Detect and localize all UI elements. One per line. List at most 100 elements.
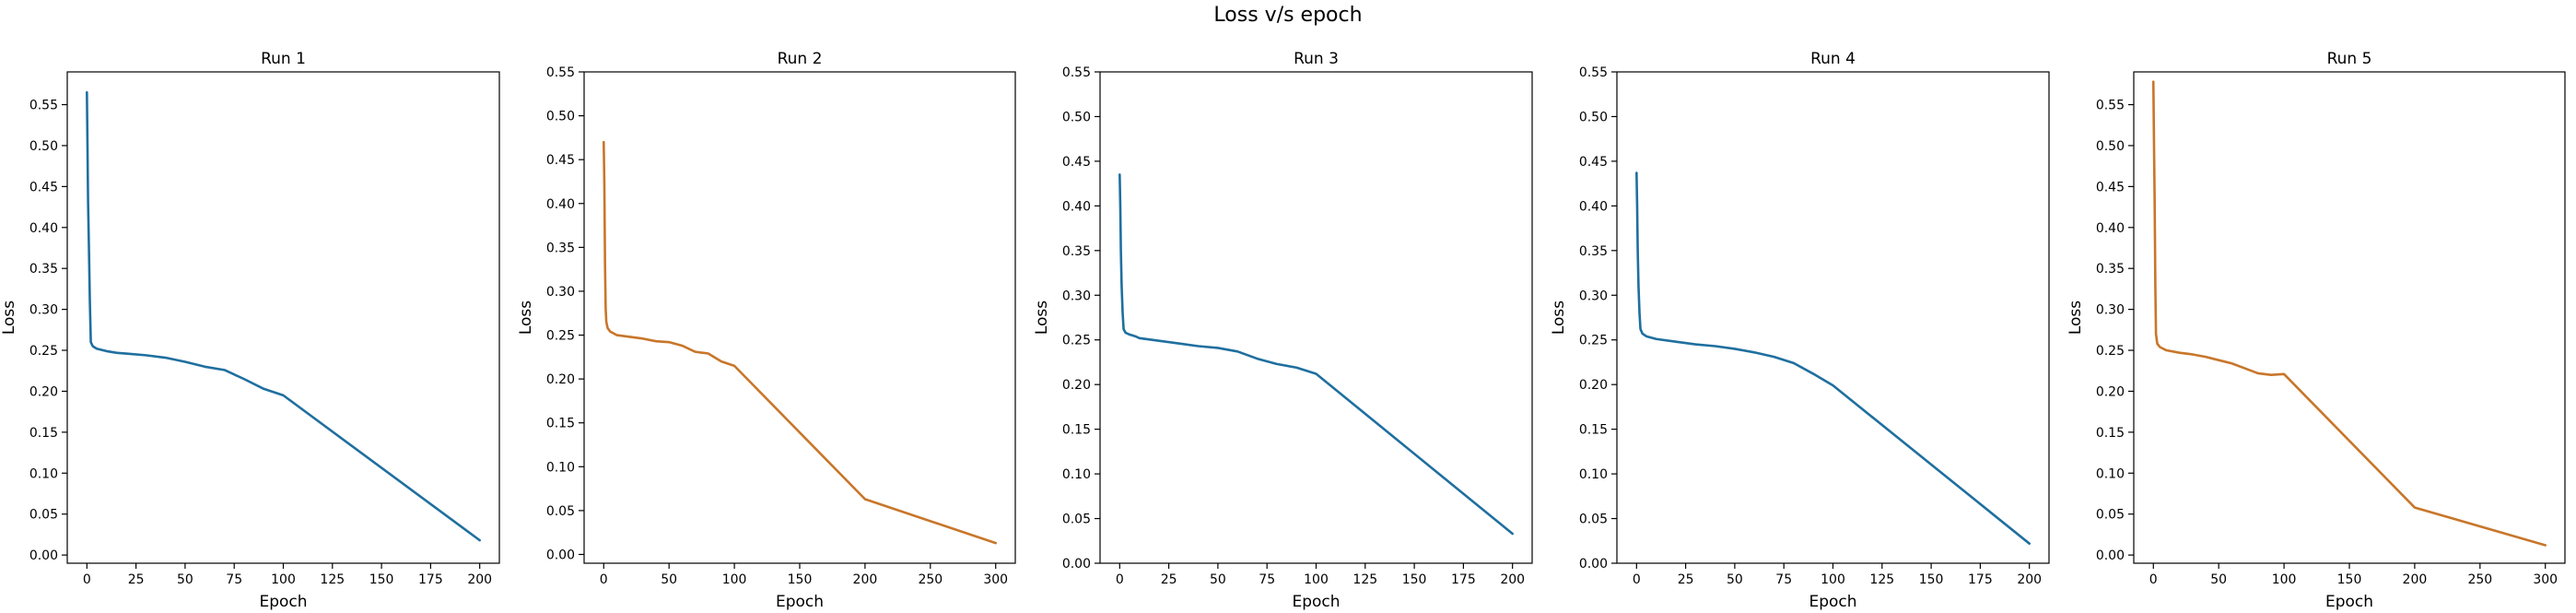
run-3-ytick-label: 0.55 xyxy=(1062,65,1091,80)
run-1-ytick-label: 0.45 xyxy=(29,180,58,195)
run-1-ytick-label: 0.55 xyxy=(29,99,58,113)
run-3-xtick-label: 75 xyxy=(1259,572,1275,587)
run-4-ytick-label: 0.25 xyxy=(1579,334,1608,348)
run-1-xlabel: Epoch xyxy=(259,593,307,611)
run-1-ytick-label: 0.30 xyxy=(29,303,58,318)
run-3-ytick-label: 0.25 xyxy=(1062,334,1091,348)
run-3-xtick-label: 150 xyxy=(1402,572,1427,587)
run-5-ytick-label: 0.00 xyxy=(2096,548,2125,563)
run-1-loss-line xyxy=(86,90,481,542)
run-3-ytick-label: 0.05 xyxy=(1062,513,1091,527)
run-1-ytick-label: 0.25 xyxy=(29,344,58,359)
run-2-ytick-label: 0.20 xyxy=(546,372,575,387)
run-3-title: Run 3 xyxy=(1294,50,1339,68)
run-1-ytick-label: 0.50 xyxy=(29,139,58,154)
run-4-ytick-label: 0.20 xyxy=(1579,378,1608,393)
run-4-xtick-label: 75 xyxy=(1775,572,1792,587)
run-4-ytick-label: 0.00 xyxy=(1579,557,1608,572)
run-4-xtick-label: 25 xyxy=(1678,572,1694,587)
run-1-xtick-label: 50 xyxy=(177,572,193,587)
run-3-ytick-label: 0.10 xyxy=(1062,467,1091,482)
run-2-xtick-label: 300 xyxy=(983,572,1008,587)
run-5-ytick-label: 0.55 xyxy=(2096,99,2125,113)
run-1-title: Run 1 xyxy=(261,50,306,68)
run-2-ytick-label: 0.25 xyxy=(546,329,575,344)
run-2-ytick-label: 0.50 xyxy=(546,110,575,124)
figure-title: Loss v/s epoch xyxy=(1213,4,1363,27)
run-3-ytick-label: 0.35 xyxy=(1062,244,1091,259)
run-3-ytick-label: 0.20 xyxy=(1062,378,1091,393)
run-1-xtick-label: 175 xyxy=(418,572,443,587)
run-1-ytick-label: 0.00 xyxy=(29,548,58,563)
run-2-ytick-label: 0.15 xyxy=(546,417,575,431)
run-5-ytick-label: 0.15 xyxy=(2096,426,2125,441)
run-5-ytick-label: 0.25 xyxy=(2096,344,2125,359)
run-2-ytick-label: 0.10 xyxy=(546,460,575,475)
run-1-xtick-label: 200 xyxy=(467,572,492,587)
run-4-ytick-label: 0.30 xyxy=(1579,289,1608,303)
run-2-ytick-label: 0.35 xyxy=(546,241,575,255)
run-4-title: Run 4 xyxy=(1810,50,1856,68)
run-3-xtick-label: 200 xyxy=(1500,572,1525,587)
run-5-xtick-label: 300 xyxy=(2533,572,2558,587)
run-5-axes-frame xyxy=(2133,71,2566,564)
run-2-ytick-label: 0.05 xyxy=(546,504,575,519)
run-3-xtick-label: 50 xyxy=(1210,572,1226,587)
run-4-xtick-label: 150 xyxy=(1919,572,1944,587)
run-5-xtick-label: 0 xyxy=(2149,572,2158,587)
run-4-ytick-label: 0.40 xyxy=(1579,199,1608,214)
run-5-ylabel: Loss xyxy=(2067,301,2085,335)
run-4-xtick-label: 125 xyxy=(1869,572,1894,587)
run-2-axes-frame xyxy=(583,71,1016,564)
run-2-xlabel: Epoch xyxy=(776,593,824,611)
run-3-xtick-label: 25 xyxy=(1161,572,1177,587)
run-5-ytick-label: 0.30 xyxy=(2096,303,2125,318)
run-1-xtick-label: 75 xyxy=(226,572,242,587)
run-1-ylabel: Loss xyxy=(0,301,18,335)
run-4-loss-line xyxy=(1635,171,2031,545)
run-4-xtick-label: 50 xyxy=(1727,572,1743,587)
run-5-xtick-label: 50 xyxy=(2210,572,2227,587)
run-2-xtick-label: 200 xyxy=(853,572,878,587)
run-2-ytick-label: 0.40 xyxy=(546,197,575,212)
run-1-ytick-label: 0.10 xyxy=(29,466,58,481)
run-5-xtick-label: 200 xyxy=(2403,572,2428,587)
run-4-ytick-label: 0.50 xyxy=(1579,110,1608,124)
run-4-ytick-label: 0.45 xyxy=(1579,155,1608,170)
run-5-ytick-label: 0.35 xyxy=(2096,262,2125,277)
run-1-ytick-label: 0.40 xyxy=(29,221,58,236)
run-3-ytick-label: 0.15 xyxy=(1062,423,1091,438)
run-3-ylabel: Loss xyxy=(1033,301,1051,335)
run-4-ytick-label: 0.15 xyxy=(1579,423,1608,438)
run-2-xtick-label: 100 xyxy=(722,572,747,587)
run-3-ytick-label: 0.00 xyxy=(1062,557,1091,572)
run-2-xtick-label: 0 xyxy=(600,572,608,587)
run-3-ytick-label: 0.30 xyxy=(1062,289,1091,303)
run-5-ytick-label: 0.45 xyxy=(2096,180,2125,195)
run-4-xtick-label: 200 xyxy=(2017,572,2042,587)
run-4-ytick-label: 0.55 xyxy=(1579,65,1608,80)
run-2-ytick-label: 0.00 xyxy=(546,548,575,562)
run-2-ylabel: Loss xyxy=(517,301,535,335)
run-4-ytick-label: 0.35 xyxy=(1579,244,1608,259)
run-3-xtick-label: 125 xyxy=(1352,572,1377,587)
run-2-ytick-label: 0.30 xyxy=(546,285,575,300)
run-4-xtick-label: 0 xyxy=(1633,572,1641,587)
run-1-ytick-label: 0.05 xyxy=(29,508,58,523)
run-3-xtick-label: 175 xyxy=(1451,572,1476,587)
run-1-xtick-label: 0 xyxy=(83,572,91,587)
run-2-xtick-label: 250 xyxy=(918,572,943,587)
run-1-xtick-label: 125 xyxy=(320,572,345,587)
run-4-axes-frame xyxy=(1616,71,2050,564)
run-5-loss-line xyxy=(2151,80,2547,547)
run-1-xtick-label: 100 xyxy=(271,572,296,587)
run-5-ytick-label: 0.40 xyxy=(2096,221,2125,236)
run-3-xlabel: Epoch xyxy=(1292,593,1340,611)
run-5-xtick-label: 100 xyxy=(2272,572,2297,587)
run-1-axes-frame xyxy=(66,71,500,564)
run-2-loss-line xyxy=(602,140,998,545)
run-3-axes-frame xyxy=(1099,71,1533,564)
run-5-ytick-label: 0.05 xyxy=(2096,508,2125,523)
run-5-xlabel: Epoch xyxy=(2325,593,2373,611)
